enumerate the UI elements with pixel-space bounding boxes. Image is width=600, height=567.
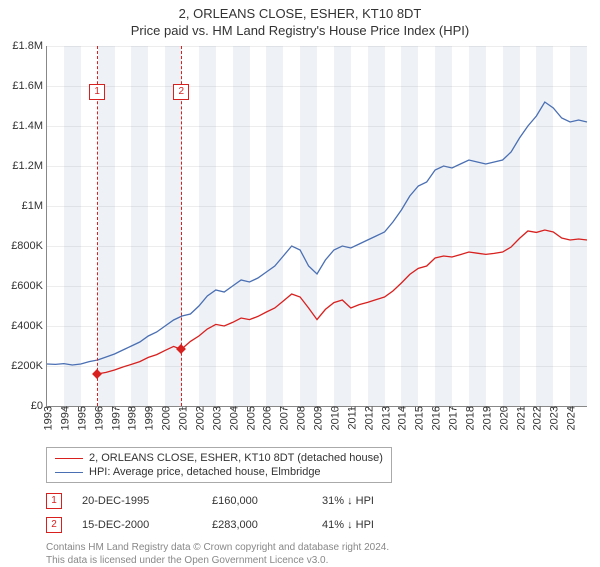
legend-box: 2, ORLEANS CLOSE, ESHER, KT10 8DT (detac… bbox=[46, 447, 392, 483]
x-tick-label: 2009 bbox=[310, 406, 325, 430]
x-tick-label: 1998 bbox=[124, 406, 139, 430]
x-tick-label: 1996 bbox=[90, 406, 105, 430]
x-tick-label: 2012 bbox=[360, 406, 375, 430]
y-tick-label: £800K bbox=[11, 240, 47, 252]
y-tick-label: £1.4M bbox=[12, 120, 47, 132]
x-tick-label: 2002 bbox=[191, 406, 206, 430]
y-tick-label: £600K bbox=[11, 280, 47, 292]
x-tick-label: 2020 bbox=[495, 406, 510, 430]
y-gridline bbox=[47, 206, 587, 207]
x-tick-label: 2004 bbox=[225, 406, 240, 430]
sale-vline bbox=[97, 46, 98, 406]
x-tick-label: 2015 bbox=[411, 406, 426, 430]
x-tick-label: 1994 bbox=[56, 406, 71, 430]
x-tick-label: 2006 bbox=[259, 406, 274, 430]
sales-price: £160,000 bbox=[212, 495, 302, 507]
sales-row: 1 20-DEC-1995 £160,000 31% ↓ HPI bbox=[46, 489, 586, 513]
x-tick-label: 2017 bbox=[445, 406, 460, 430]
y-gridline bbox=[47, 286, 587, 287]
y-tick-label: £1M bbox=[22, 200, 47, 212]
legend-swatch bbox=[55, 472, 83, 473]
y-gridline bbox=[47, 246, 587, 247]
footnote: Contains HM Land Registry data © Crown c… bbox=[46, 541, 586, 567]
sales-pct: 31% ↓ HPI bbox=[322, 495, 422, 507]
sales-table: 1 20-DEC-1995 £160,000 31% ↓ HPI 2 15-DEC-200… bbox=[46, 489, 586, 537]
x-tick-label: 2023 bbox=[546, 406, 561, 430]
footnote-line: Contains HM Land Registry data © Crown c… bbox=[46, 541, 586, 554]
x-tick-label: 2003 bbox=[208, 406, 223, 430]
y-gridline bbox=[47, 366, 587, 367]
x-tick-label: 2016 bbox=[428, 406, 443, 430]
y-gridline bbox=[47, 46, 587, 47]
price-chart: £0£200K£400K£600K£800K£1M£1.2M£1.4M£1.6M… bbox=[46, 46, 587, 407]
sales-marker-cell: 1 bbox=[46, 493, 62, 509]
legend-label: HPI: Average price, detached house, Elmb… bbox=[89, 466, 321, 478]
legend-label: 2, ORLEANS CLOSE, ESHER, KT10 8DT (detac… bbox=[89, 452, 383, 464]
y-gridline bbox=[47, 166, 587, 167]
sales-price: £283,000 bbox=[212, 519, 302, 531]
sales-marker-cell: 2 bbox=[46, 517, 62, 533]
sales-date: 20-DEC-1995 bbox=[82, 495, 192, 507]
x-tick-label: 2001 bbox=[175, 406, 190, 430]
series-line bbox=[97, 230, 587, 374]
x-tick-label: 2013 bbox=[377, 406, 392, 430]
y-tick-label: £1.8M bbox=[12, 40, 47, 52]
y-gridline bbox=[47, 86, 587, 87]
legend-row: HPI: Average price, detached house, Elmb… bbox=[55, 465, 383, 479]
y-gridline bbox=[47, 126, 587, 127]
sales-date: 15-DEC-2000 bbox=[82, 519, 192, 531]
x-tick-label: 1993 bbox=[40, 406, 55, 430]
y-gridline bbox=[47, 326, 587, 327]
sale-marker: 2 bbox=[173, 84, 189, 100]
x-tick-label: 2011 bbox=[343, 406, 358, 430]
legend-row: 2, ORLEANS CLOSE, ESHER, KT10 8DT (detac… bbox=[55, 451, 383, 465]
chart-lines bbox=[47, 46, 587, 406]
sale-marker: 1 bbox=[89, 84, 105, 100]
x-tick-label: 2022 bbox=[529, 406, 544, 430]
x-tick-label: 1997 bbox=[107, 406, 122, 430]
legend-swatch bbox=[55, 458, 83, 459]
x-tick-label: 2021 bbox=[512, 406, 527, 430]
x-tick-label: 2008 bbox=[293, 406, 308, 430]
legend-block: 2, ORLEANS CLOSE, ESHER, KT10 8DT (detac… bbox=[46, 447, 586, 567]
x-tick-label: 2018 bbox=[461, 406, 476, 430]
y-tick-label: £400K bbox=[11, 320, 47, 332]
y-tick-label: £1.6M bbox=[12, 80, 47, 92]
x-tick-label: 2024 bbox=[563, 406, 578, 430]
page-subtitle: Price paid vs. HM Land Registry's House … bbox=[0, 23, 600, 38]
title-block: 2, ORLEANS CLOSE, ESHER, KT10 8DT Price … bbox=[0, 0, 600, 38]
x-tick-label: 2000 bbox=[158, 406, 173, 430]
x-tick-label: 1999 bbox=[141, 406, 156, 430]
x-tick-label: 2010 bbox=[326, 406, 341, 430]
x-tick-label: 1995 bbox=[73, 406, 88, 430]
sales-row: 2 15-DEC-2000 £283,000 41% ↓ HPI bbox=[46, 513, 586, 537]
x-tick-label: 2005 bbox=[242, 406, 257, 430]
x-tick-label: 2014 bbox=[394, 406, 409, 430]
x-tick-label: 2019 bbox=[478, 406, 493, 430]
page-title: 2, ORLEANS CLOSE, ESHER, KT10 8DT bbox=[0, 6, 600, 21]
x-tick-label: 2007 bbox=[276, 406, 291, 430]
y-tick-label: £1.2M bbox=[12, 160, 47, 172]
y-tick-label: £200K bbox=[11, 360, 47, 372]
sales-pct: 41% ↓ HPI bbox=[322, 519, 422, 531]
footnote-line: This data is licensed under the Open Gov… bbox=[46, 554, 586, 567]
